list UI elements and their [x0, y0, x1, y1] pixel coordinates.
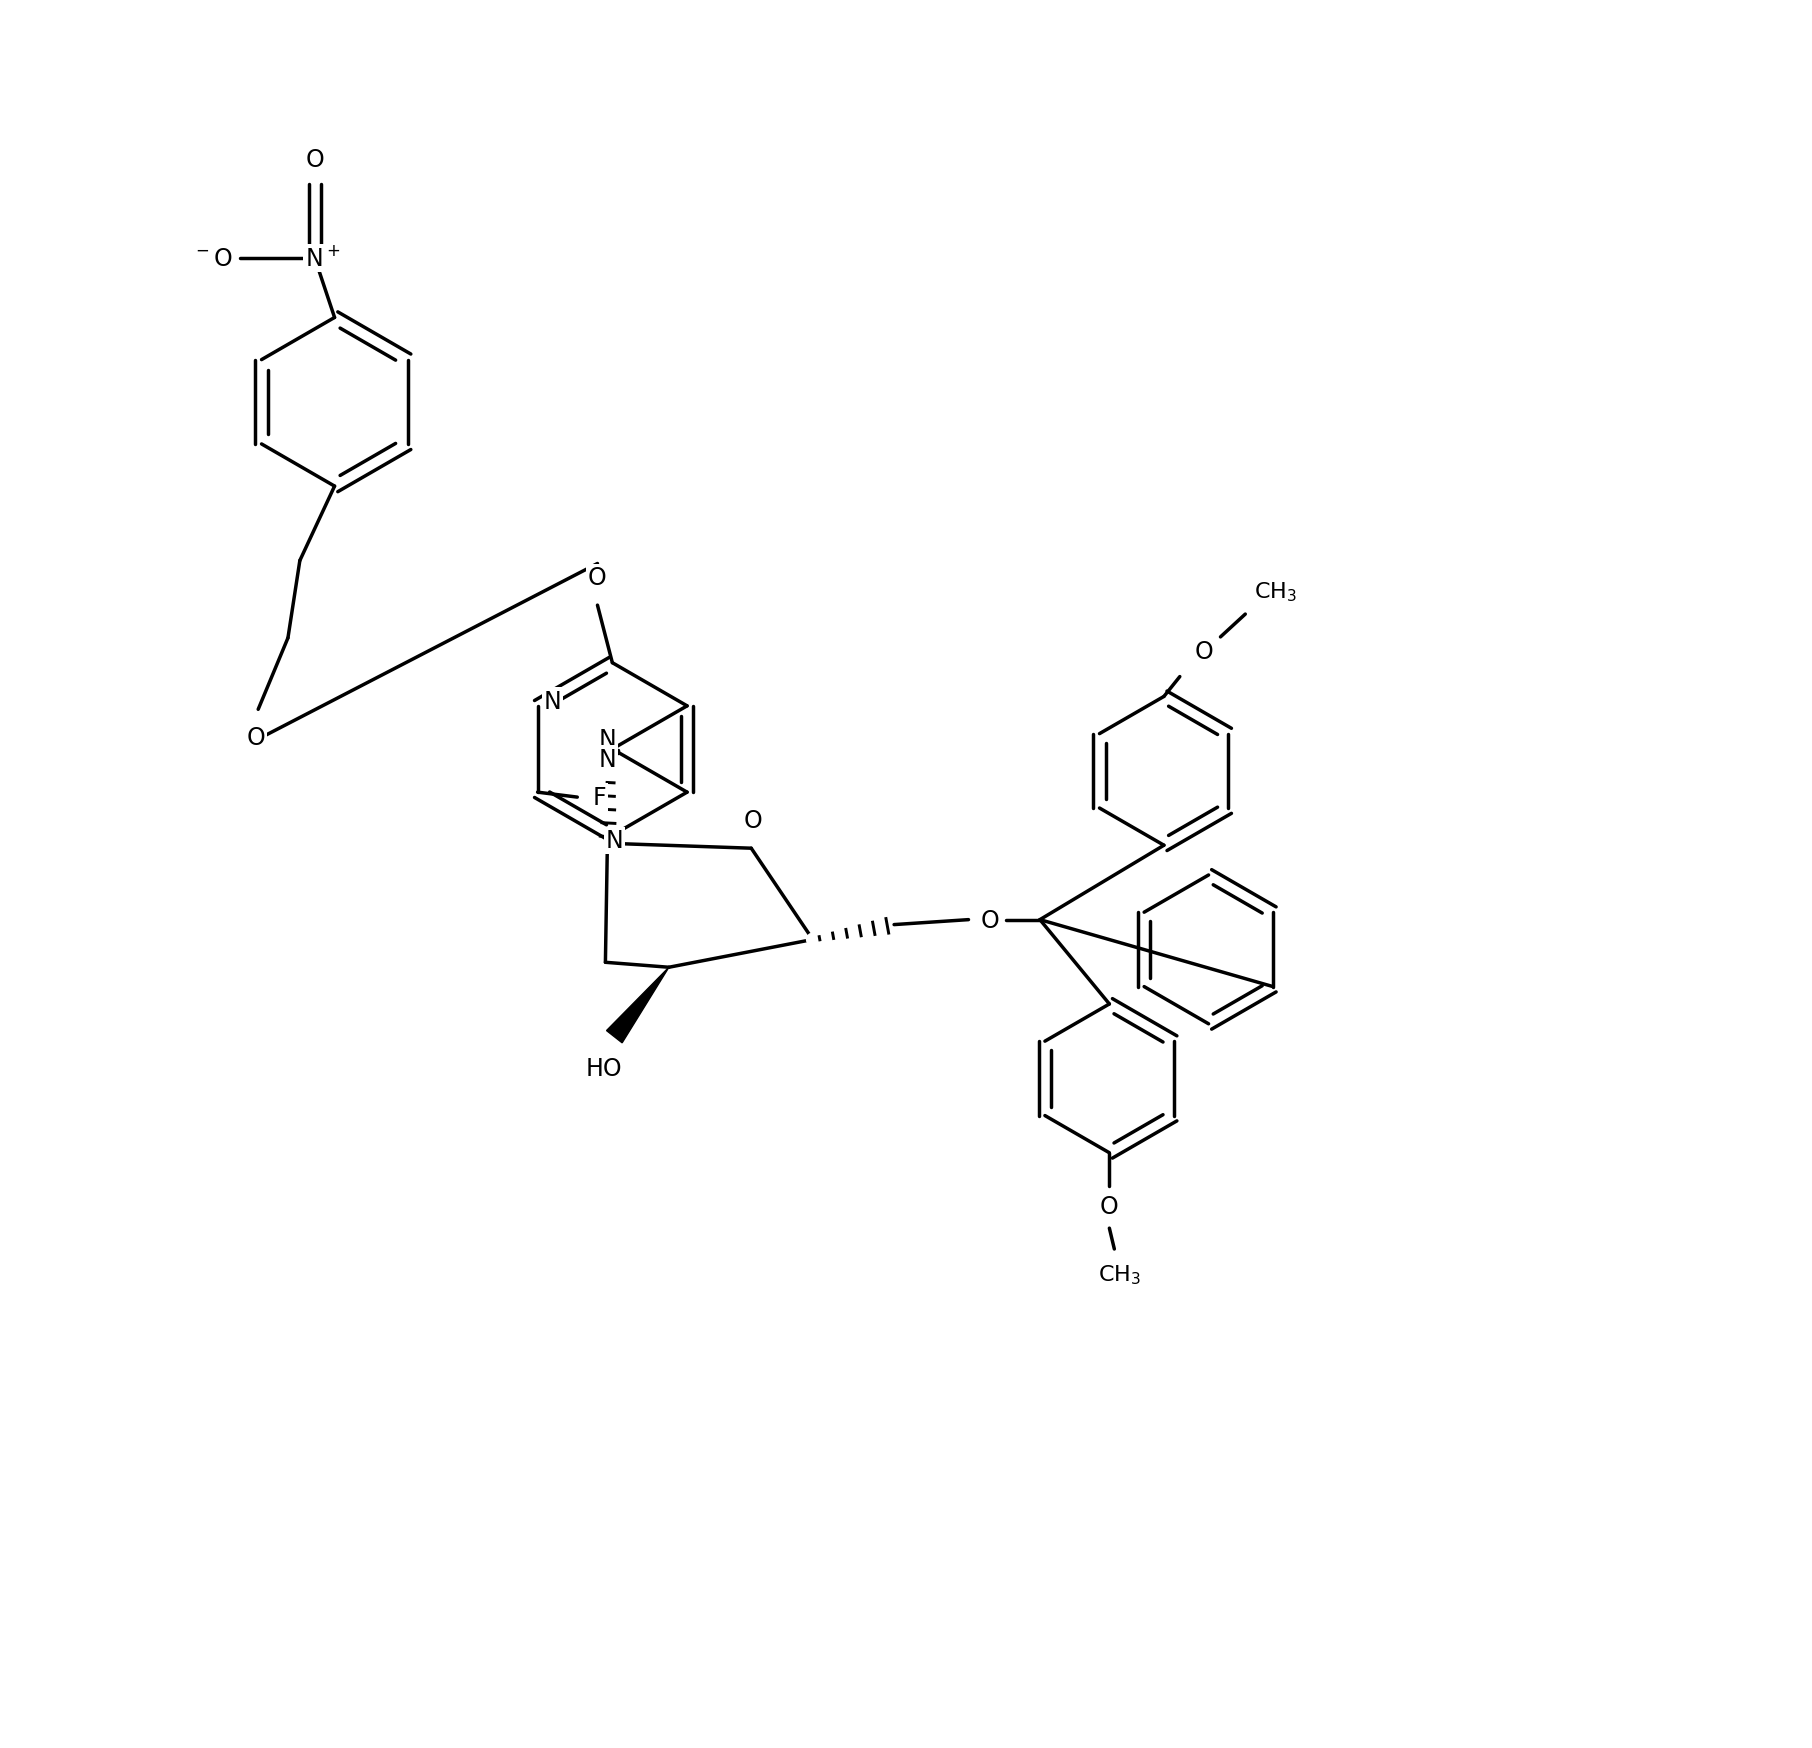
Text: N: N	[605, 829, 623, 853]
Polygon shape	[607, 968, 669, 1044]
Text: N: N	[544, 689, 562, 713]
Text: N$^+$: N$^+$	[304, 246, 341, 271]
Text: CH$_3$: CH$_3$	[1098, 1262, 1142, 1287]
Text: O: O	[1100, 1194, 1118, 1218]
Text: O: O	[745, 809, 763, 834]
Text: N: N	[598, 748, 616, 771]
Text: O: O	[246, 725, 266, 750]
Text: O: O	[589, 566, 607, 591]
Text: CH$_3$: CH$_3$	[1254, 580, 1297, 603]
Text: F: F	[593, 785, 605, 809]
Text: HO: HO	[585, 1058, 623, 1080]
Text: O: O	[306, 147, 324, 171]
Text: $^-$O: $^-$O	[192, 246, 234, 271]
Text: O: O	[980, 909, 1000, 932]
Text: N: N	[598, 727, 616, 752]
Text: O: O	[1194, 640, 1212, 664]
